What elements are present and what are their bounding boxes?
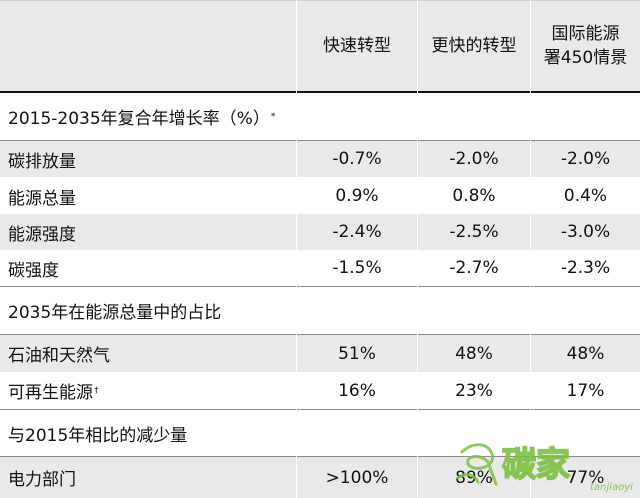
column-divider bbox=[530, 0, 531, 498]
row-label: 能源总量 bbox=[8, 188, 76, 209]
row-label: 可再生能源 † bbox=[8, 383, 99, 403]
table-top-rule bbox=[0, 0, 640, 1]
value-fast: 16% bbox=[338, 380, 376, 401]
table-row: 可再生能源 † 16% 23% 17% bbox=[0, 372, 640, 409]
value-iea: 77% bbox=[566, 467, 605, 488]
section-title-share-2035: 2035年在能源总量中的占比 bbox=[8, 303, 222, 323]
table-row: 能源强度 -2.4% -2.5% -3.0% bbox=[0, 214, 640, 250]
header-iea-450-scenario: 国际能源 署450情景 bbox=[543, 24, 628, 68]
value-fast: >100% bbox=[325, 467, 389, 488]
section-title-row: 2015-2035年复合年增长率（%） * bbox=[0, 93, 640, 140]
section-title-row: 2035年在能源总量中的占比 bbox=[0, 287, 640, 334]
value-fast: 51% bbox=[338, 343, 376, 364]
value-faster: -2.7% bbox=[449, 258, 499, 278]
value-faster: -2.0% bbox=[449, 149, 499, 169]
table-row: 电力部门 >100% 89% 77% bbox=[0, 457, 640, 498]
section-title-reduction: 与2015年相比的减少量 bbox=[8, 425, 188, 446]
header-faster-transition: 更快的转型 bbox=[431, 36, 517, 56]
row-divider bbox=[0, 456, 640, 457]
table-row: 碳排放量 -0.7% -2.0% -2.0% bbox=[0, 141, 640, 177]
table-header-row: 快速转型 更快的转型 国际能源 署450情景 bbox=[0, 0, 640, 92]
column-divider bbox=[296, 0, 297, 498]
row-label: 碳排放量 bbox=[8, 151, 76, 172]
row-label: 能源强度 bbox=[8, 224, 76, 245]
table-row: 能源总量 0.9% 0.8% 0.4% bbox=[0, 178, 640, 214]
value-faster: 23% bbox=[455, 380, 493, 401]
value-iea: -2.3% bbox=[560, 258, 611, 278]
row-label: 石油和天然气 bbox=[8, 346, 110, 366]
value-iea: -2.0% bbox=[560, 149, 611, 169]
value-fast: -1.5% bbox=[332, 258, 382, 278]
value-faster: 89% bbox=[455, 467, 493, 488]
value-faster: 48% bbox=[455, 343, 493, 364]
value-iea: 17% bbox=[566, 380, 605, 401]
table-row: 石油和天然气 51% 48% 48% bbox=[0, 335, 640, 372]
value-faster: 0.8% bbox=[452, 186, 496, 206]
section-title-row: 与2015年相比的减少量 bbox=[0, 410, 640, 456]
row-divider bbox=[0, 334, 640, 335]
row-divider bbox=[0, 140, 640, 141]
row-label: 碳强度 bbox=[8, 260, 59, 281]
table-header-rule bbox=[0, 91, 640, 93]
row-divider bbox=[0, 409, 640, 410]
header-fast-transition: 快速转型 bbox=[323, 36, 391, 56]
value-faster: -2.5% bbox=[449, 222, 499, 242]
row-label: 电力部门 bbox=[8, 470, 76, 490]
value-fast: -2.4% bbox=[332, 222, 382, 242]
value-iea: 48% bbox=[566, 343, 605, 364]
value-fast: -0.7% bbox=[332, 149, 382, 169]
column-divider bbox=[417, 0, 418, 498]
value-iea: 0.4% bbox=[563, 186, 608, 206]
value-fast: 0.9% bbox=[335, 186, 379, 206]
value-iea: -3.0% bbox=[560, 222, 611, 242]
table-row: 碳强度 -1.5% -2.7% -2.3% bbox=[0, 250, 640, 286]
row-divider bbox=[0, 286, 640, 287]
section-title-growth-rate: 2015-2035年复合年增长率（%） * bbox=[8, 109, 276, 129]
